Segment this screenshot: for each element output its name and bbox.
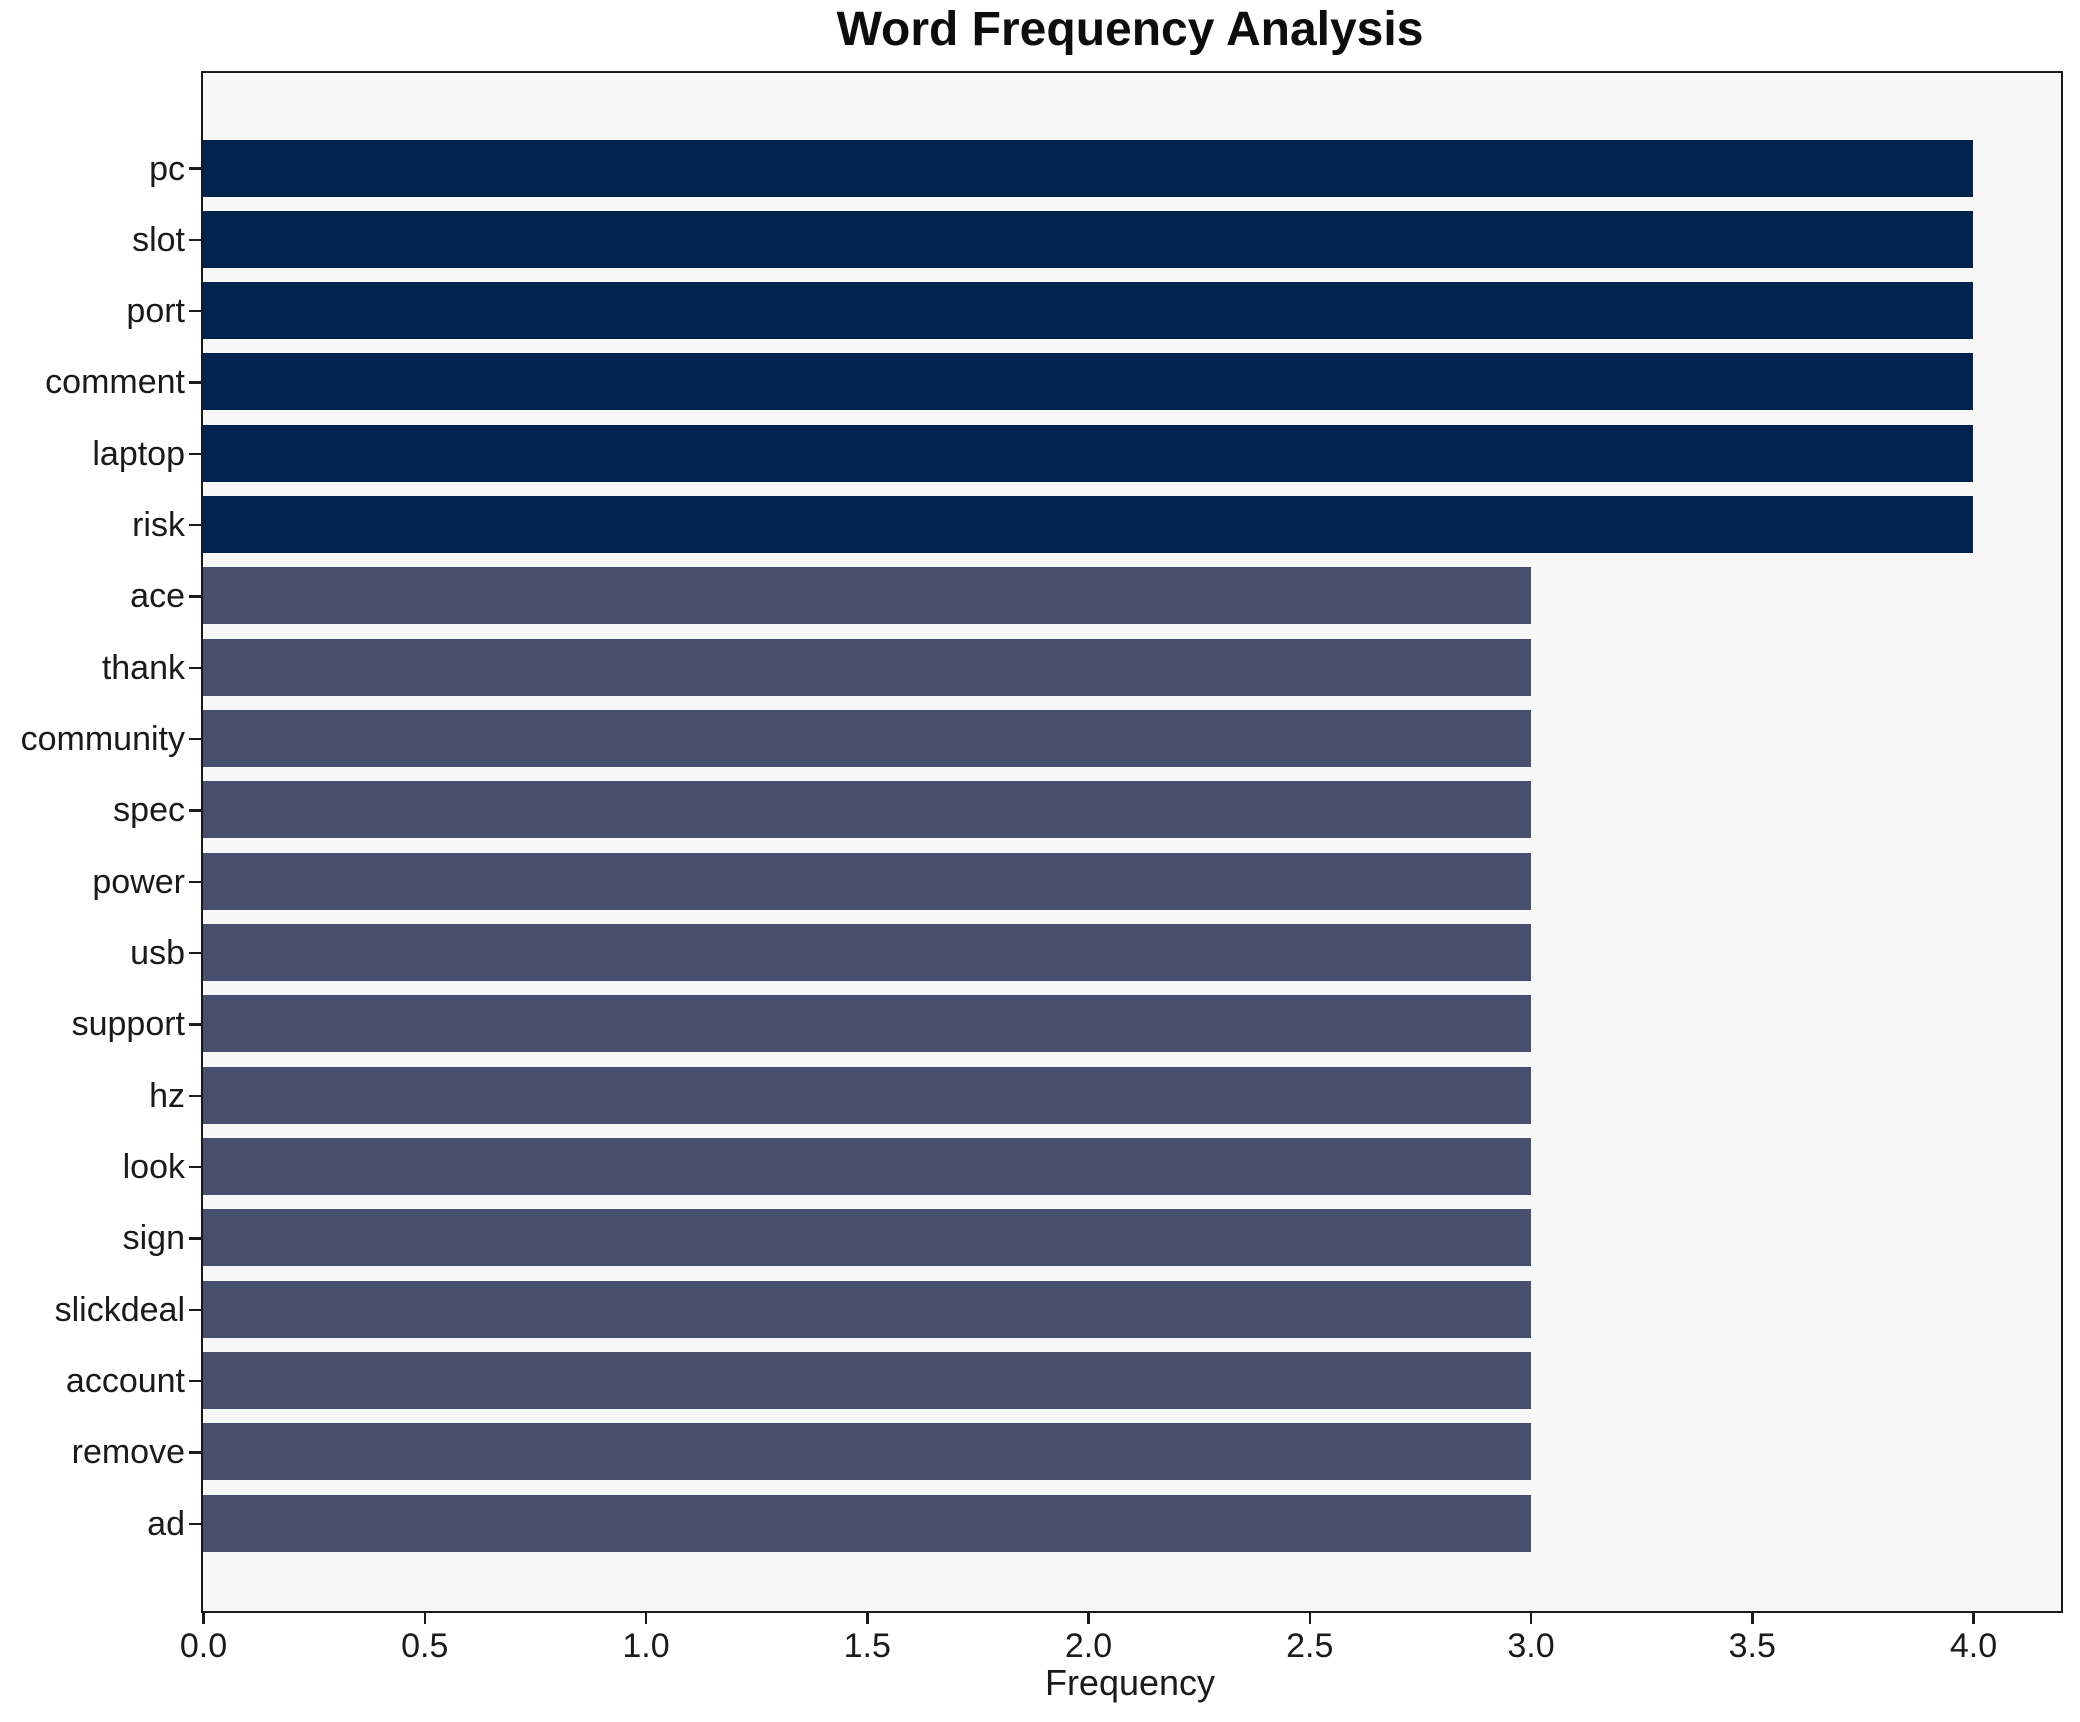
y-tick-mark	[189, 880, 201, 884]
x-tick-mark	[1972, 1613, 1975, 1624]
bar-community	[203, 710, 1531, 768]
y-tick-mark	[189, 309, 201, 313]
chart-title: Word Frequency Analysis	[836, 3, 1424, 56]
x-tick-mark	[202, 1613, 205, 1624]
x-tick-mark	[1308, 1613, 1311, 1624]
x-tick-mark	[866, 1613, 869, 1624]
x-tick-label: 0.0	[179, 1627, 228, 1665]
y-tick-label: comment	[45, 363, 185, 402]
y-tick-label: risk	[132, 506, 185, 545]
y-tick-mark	[189, 1237, 201, 1240]
y-tick-label: usb	[130, 934, 185, 973]
x-tick-label: 2.5	[1286, 1627, 1334, 1665]
x-tick-mark	[423, 1613, 426, 1624]
y-tick-label: slot	[132, 220, 185, 259]
y-tick-mark	[189, 737, 201, 741]
bar-slickdeal	[203, 1280, 1531, 1338]
y-tick-label: ad	[147, 1504, 185, 1543]
y-tick-label: look	[122, 1148, 185, 1187]
bar-thank	[203, 638, 1531, 696]
y-tick-label: account	[65, 1362, 185, 1401]
x-tick-label: 1.0	[622, 1627, 670, 1665]
x-tick-label: 2.0	[1064, 1627, 1113, 1665]
x-tick-label: 3.0	[1507, 1627, 1555, 1665]
bar-sign	[203, 1209, 1531, 1267]
x-tick-label: 3.5	[1728, 1627, 1776, 1665]
y-tick-mark	[189, 809, 201, 812]
bar-comment	[203, 353, 1973, 411]
bar-port	[203, 282, 1973, 340]
y-tick-label: ace	[130, 577, 185, 616]
x-tick-label: 0.5	[401, 1627, 449, 1665]
bar-ace	[203, 567, 1531, 625]
bar-hz	[203, 1066, 1531, 1124]
y-tick-mark	[189, 666, 201, 670]
y-tick-mark	[189, 1023, 201, 1026]
plot-area	[201, 71, 2063, 1613]
y-tick-label: thank	[101, 648, 185, 687]
bar-ad	[203, 1494, 1531, 1552]
y-tick-label: laptop	[92, 434, 185, 473]
x-tick-mark	[1529, 1613, 1533, 1624]
y-tick-mark	[189, 523, 201, 527]
y-tick-mark	[189, 1522, 201, 1526]
x-tick-mark	[1087, 1613, 1090, 1624]
y-tick-label: pc	[149, 149, 185, 188]
y-tick-label: community	[20, 720, 185, 759]
y-tick-mark	[189, 238, 201, 242]
x-tick-label: 4.0	[1949, 1627, 1998, 1665]
bar-support	[203, 995, 1531, 1053]
y-tick-label: support	[71, 1005, 185, 1044]
bar-risk	[203, 496, 1973, 554]
y-tick-label: spec	[113, 791, 185, 830]
y-tick-label: remove	[71, 1433, 185, 1472]
y-tick-mark	[189, 452, 201, 456]
bar-laptop	[203, 424, 1973, 482]
y-tick-mark	[189, 1379, 201, 1383]
y-tick-mark	[189, 1308, 201, 1312]
y-tick-mark	[189, 1094, 201, 1098]
bar-pc	[203, 139, 1973, 197]
y-tick-mark	[189, 167, 201, 170]
bar-remove	[203, 1423, 1531, 1481]
y-tick-label: hz	[149, 1076, 185, 1115]
bar-look	[203, 1138, 1531, 1196]
x-tick-label: 1.5	[843, 1627, 891, 1665]
x-tick-mark	[644, 1613, 648, 1624]
bar-power	[203, 852, 1531, 910]
y-tick-mark	[189, 1165, 201, 1169]
y-tick-mark	[189, 951, 201, 955]
x-tick-mark	[1751, 1613, 1754, 1624]
bar-spec	[203, 781, 1531, 839]
y-tick-mark	[189, 1451, 201, 1454]
y-tick-label: power	[92, 862, 185, 901]
x-axis-label: Frequency	[1044, 1662, 1216, 1703]
y-tick-mark	[189, 595, 201, 598]
y-tick-mark	[189, 381, 201, 384]
bar-usb	[203, 924, 1531, 982]
y-tick-label: sign	[122, 1219, 185, 1258]
y-tick-label: slickdeal	[54, 1290, 185, 1329]
bar-slot	[203, 210, 1973, 268]
bar-account	[203, 1352, 1531, 1410]
y-tick-label: port	[126, 292, 185, 331]
